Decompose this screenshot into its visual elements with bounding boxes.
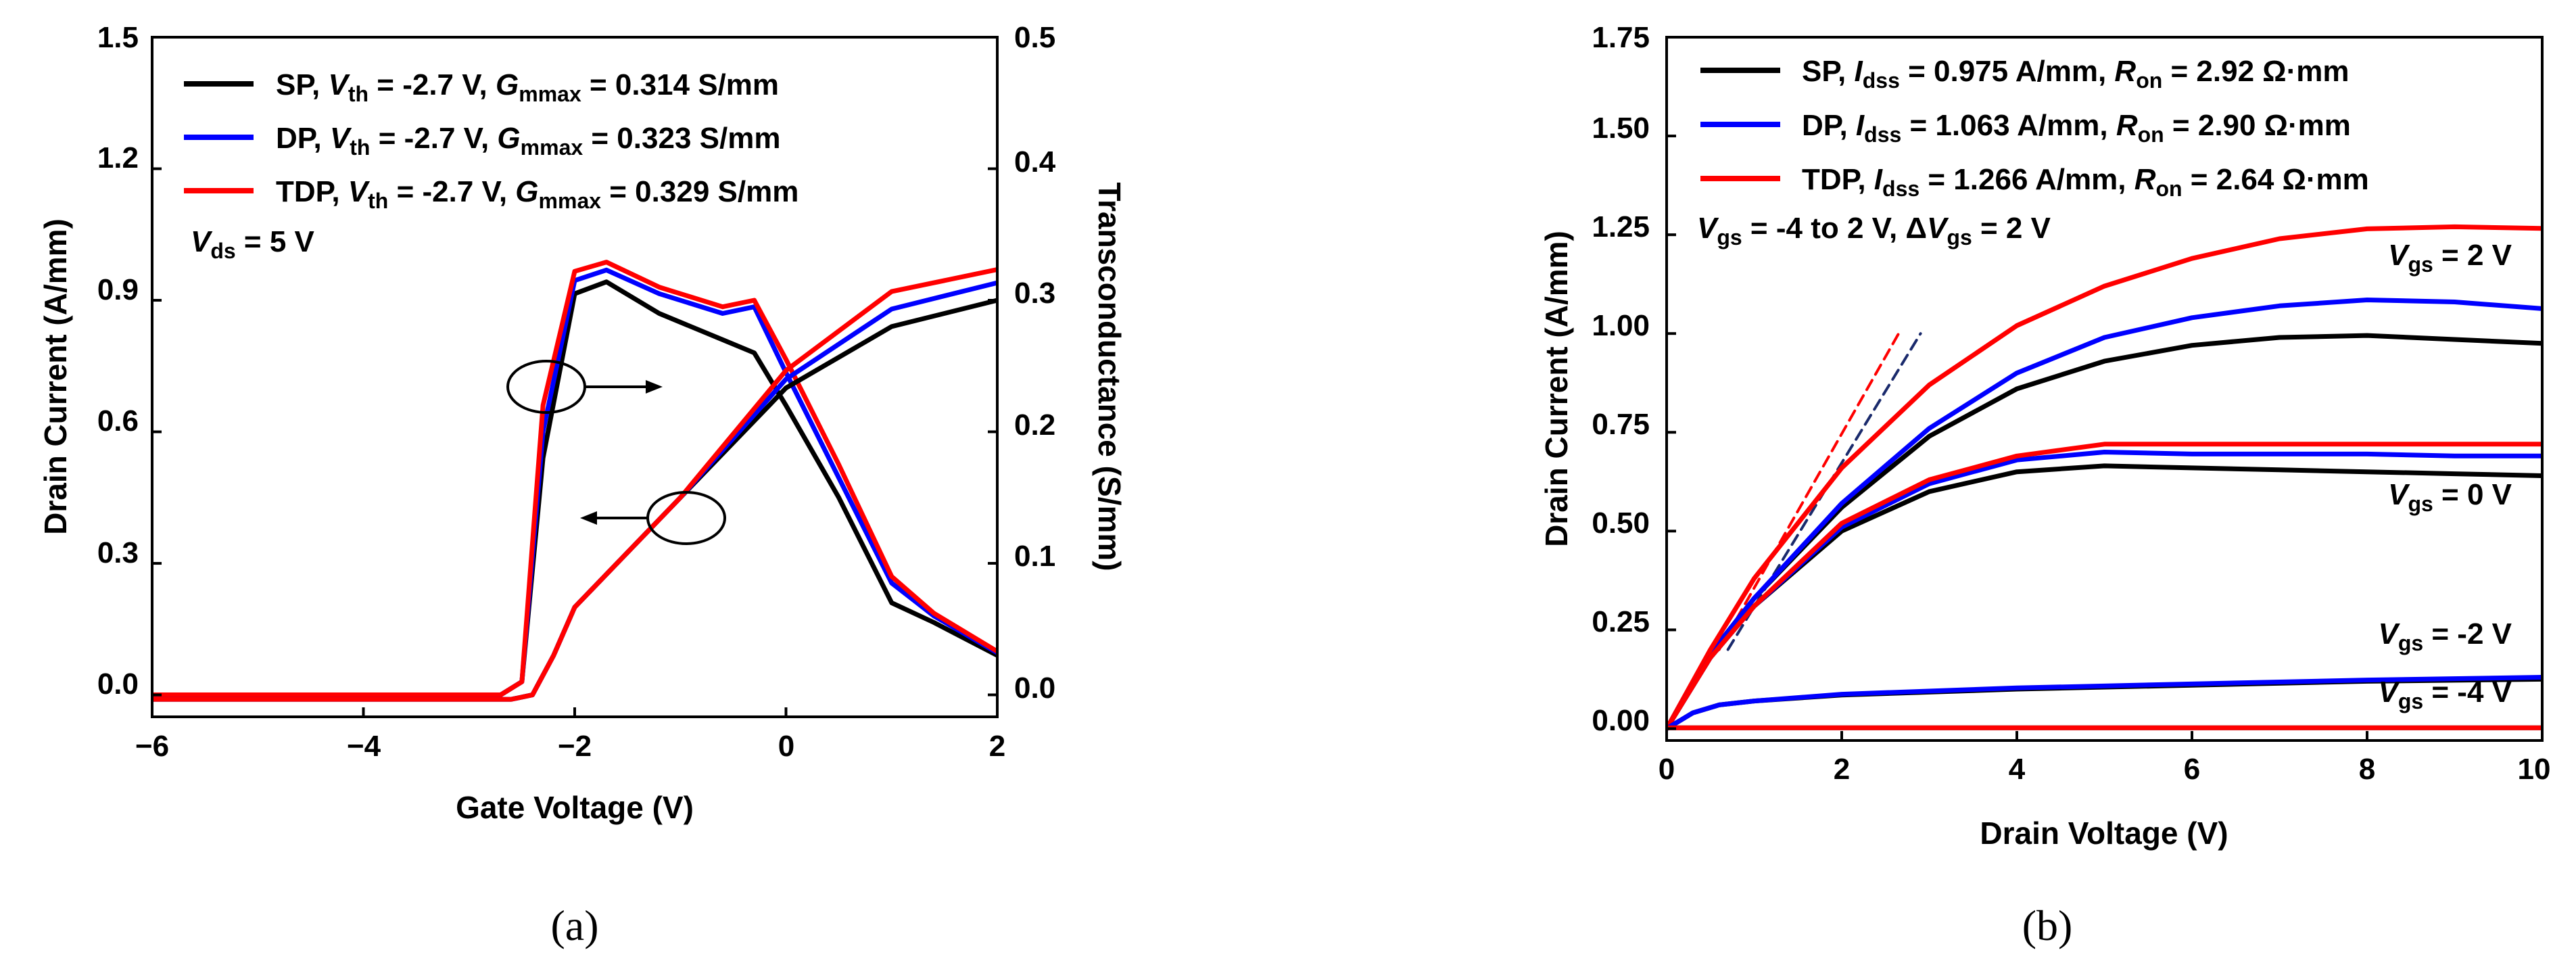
ytick-label: 0.0 bbox=[97, 667, 139, 701]
x-axis-label: Gate Voltage (V) bbox=[456, 790, 694, 825]
ytick-label: 0.50 bbox=[1592, 507, 1650, 540]
legend-entry-dp: DP, Idss = 1.063 A/mm, Ron = 2.90 Ω·mm bbox=[1802, 109, 2351, 147]
xtick-label: 8 bbox=[2359, 753, 2375, 786]
xtick-label: 0 bbox=[778, 730, 794, 763]
vds-annotation: Vds = 5 V bbox=[191, 225, 315, 263]
xtick-label: 2 bbox=[989, 730, 1005, 763]
y2tick-label: 0.0 bbox=[1014, 672, 1055, 705]
legend-b: SP, Idss = 0.975 A/mm, Ron = 2.92 Ω·mm D… bbox=[1700, 55, 2369, 201]
xtick-label: −6 bbox=[135, 730, 169, 763]
ytick-label: 1.25 bbox=[1592, 210, 1650, 243]
curve-label-vgs-2: Vgs = 2 V bbox=[2388, 239, 2512, 277]
curve-label-vgs-m2: Vgs = -2 V bbox=[2378, 617, 2512, 655]
xtick-label: −2 bbox=[558, 730, 592, 763]
y2tick-label: 0.1 bbox=[1014, 540, 1055, 573]
output-series bbox=[1667, 224, 2542, 731]
output-curves bbox=[1667, 224, 2542, 731]
ytick-label: 1.2 bbox=[97, 141, 139, 174]
caption-b: (b) bbox=[2022, 901, 2073, 949]
legend-entry-dp: DP, Vth = -2.7 V, Gmmax = 0.323 S/mm bbox=[276, 122, 780, 160]
transconductance-curves bbox=[152, 260, 997, 697]
y-axis-label: Drain Current (A/mm) bbox=[38, 218, 73, 535]
panel-b: 0.00 0.25 0.50 0.75 1.00 1.25 1.50 1.75 … bbox=[1539, 21, 2550, 949]
legend-entry-tdp: TDP, Idss = 1.266 A/mm, Ron = 2.64 Ω·mm bbox=[1802, 163, 2369, 201]
y2tick-label: 0.5 bbox=[1014, 21, 1055, 54]
y-axis-label: Drain Current (A/mm) bbox=[1539, 231, 1574, 547]
arrow-head bbox=[646, 380, 663, 394]
ytick-label: 1.5 bbox=[97, 21, 139, 54]
current-series-sp bbox=[152, 298, 997, 702]
output-series bbox=[1667, 298, 2542, 731]
fit-line bbox=[1717, 332, 1901, 651]
ytick-label: 0.9 bbox=[97, 273, 139, 306]
ytick-label: 1.75 bbox=[1592, 21, 1650, 54]
ytick-label: 0.25 bbox=[1592, 605, 1650, 638]
ytick-label: 1.50 bbox=[1592, 112, 1650, 145]
y2tick-label: 0.2 bbox=[1014, 408, 1055, 442]
curve-label-vgs-0: Vgs = 0 V bbox=[2388, 478, 2512, 516]
current-axis-arrow bbox=[580, 491, 726, 545]
gm-series-dp bbox=[152, 267, 997, 697]
y2tick-label: 0.4 bbox=[1014, 145, 1056, 179]
xtick-label: 6 bbox=[2184, 753, 2200, 786]
plot-frame-b bbox=[1665, 36, 2544, 742]
legend-entry-sp: SP, Vth = -2.7 V, Gmmax = 0.314 S/mm bbox=[276, 68, 779, 106]
xtick-label: 4 bbox=[2009, 753, 2026, 786]
ytick-label: 0.75 bbox=[1592, 408, 1650, 441]
output-series bbox=[1667, 333, 2542, 731]
x-axis-label: Drain Voltage (V) bbox=[1980, 816, 2228, 851]
ytick-label: 0.6 bbox=[97, 404, 139, 438]
vgs-sweep-note: Vgs = -4 to 2 V, ΔVgs = 2 V bbox=[1697, 212, 2051, 250]
output-series bbox=[1667, 675, 2542, 731]
gm-series-tdp bbox=[152, 260, 997, 697]
output-series bbox=[1667, 442, 2542, 731]
ytick-label: 1.00 bbox=[1592, 309, 1650, 342]
legend-entry-tdp: TDP, Vth = -2.7 V, Gmmax = 0.329 S/mm bbox=[276, 175, 798, 213]
panel-a: 0.0 0.3 0.6 0.9 1.2 1.5 0.0 0.1 0.2 0.3 … bbox=[38, 21, 1127, 949]
legend-a: SP, Vth = -2.7 V, Gmmax = 0.314 S/mm DP,… bbox=[184, 68, 798, 213]
gm-series-sp bbox=[152, 279, 997, 697]
arrow-head bbox=[580, 511, 597, 525]
current-series-tdp bbox=[152, 267, 997, 702]
gm-axis-arrow bbox=[506, 360, 663, 414]
current-series-dp bbox=[152, 280, 997, 702]
ytick-label: 0.00 bbox=[1592, 704, 1650, 737]
xtick-label: 0 bbox=[1659, 753, 1675, 786]
xtick-label: 10 bbox=[2518, 753, 2551, 786]
xtick-label: 2 bbox=[1834, 753, 1850, 786]
tick-marks-a bbox=[151, 36, 999, 717]
current-curves bbox=[152, 267, 997, 702]
legend-entry-sp: SP, Idss = 0.975 A/mm, Ron = 2.92 Ω·mm bbox=[1802, 55, 2349, 93]
y2tick-label: 0.3 bbox=[1014, 277, 1055, 310]
ytick-label: 0.3 bbox=[97, 536, 139, 569]
xtick-label: −4 bbox=[347, 730, 381, 763]
curve-label-vgs-m4: Vgs = -4 V bbox=[2378, 676, 2512, 713]
tick-marks-b bbox=[1665, 36, 2544, 740]
caption-a: (a) bbox=[550, 901, 598, 949]
y2-axis-label: Transconductance (S/mm) bbox=[1092, 182, 1127, 571]
